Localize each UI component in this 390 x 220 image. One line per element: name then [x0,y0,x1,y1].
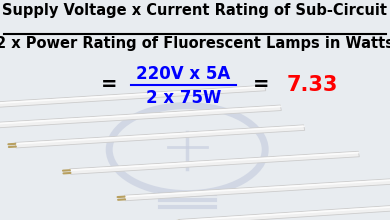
Polygon shape [124,178,390,201]
Text: 220V x 5A: 220V x 5A [136,65,230,83]
Text: =: = [253,75,269,94]
Text: =: = [101,75,117,94]
Polygon shape [0,85,266,108]
Text: 7.33: 7.33 [286,75,338,95]
Polygon shape [179,202,390,220]
Polygon shape [15,125,305,148]
Polygon shape [0,105,281,128]
Text: 2 x Power Rating of Fluorescent Lamps in Watts: 2 x Power Rating of Fluorescent Lamps in… [0,36,390,51]
Text: 2 x 75W: 2 x 75W [145,89,221,107]
Text: Supply Voltage x Current Rating of Sub-Circuit: Supply Voltage x Current Rating of Sub-C… [2,3,388,18]
Polygon shape [70,151,359,174]
